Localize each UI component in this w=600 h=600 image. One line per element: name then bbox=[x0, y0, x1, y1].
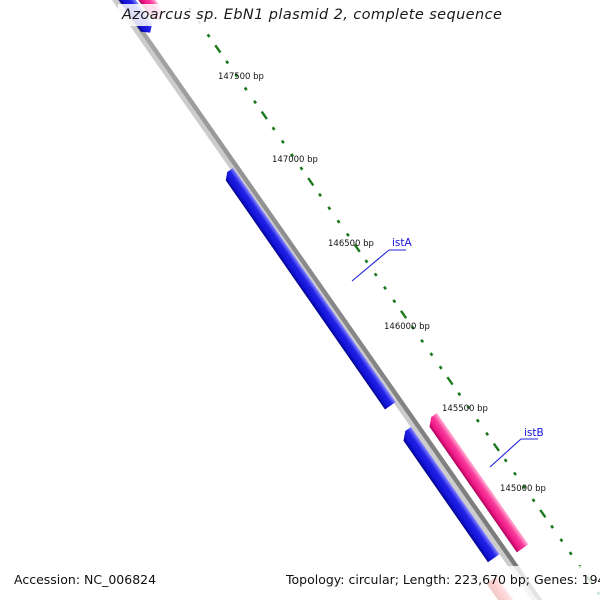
ruler-tick-minor bbox=[280, 139, 285, 144]
ruler-label: 145500 bp bbox=[442, 404, 488, 414]
backbone-line bbox=[117, 0, 543, 600]
topology-summary-text: Topology: circular; Length: 223,670 bp; … bbox=[286, 572, 600, 587]
ruler-tick-group bbox=[188, 7, 600, 596]
ruler-tick-minor bbox=[271, 126, 276, 131]
ruler-tick-major bbox=[307, 177, 315, 187]
ruler-tick-major bbox=[539, 509, 547, 518]
gene-leader-lines bbox=[351, 249, 538, 468]
sequence-title-band: Azoarcus sp. EbN1 plasmid 2, complete se… bbox=[118, 4, 502, 26]
ruler-tick-minor bbox=[559, 538, 564, 543]
ruler-tick-minor bbox=[512, 471, 517, 476]
ruler-tick-minor bbox=[290, 153, 295, 158]
gene-feature-istA[interactable] bbox=[222, 168, 396, 410]
genome-backbone[interactable] bbox=[111, 0, 544, 600]
ruler-tick-minor bbox=[457, 392, 462, 397]
page-title: Azoarcus sp. EbN1 plasmid 2, complete se… bbox=[122, 7, 503, 23]
ruler-tick-major bbox=[399, 310, 408, 319]
ruler-tick-major bbox=[353, 243, 361, 253]
ruler-tick-minor bbox=[345, 232, 350, 237]
ruler-tick-minor bbox=[383, 285, 387, 290]
ruler-tick-minor bbox=[373, 272, 378, 277]
ruler-tick-minor bbox=[410, 325, 415, 330]
ruler-tick-minor bbox=[485, 431, 490, 436]
gene-label-istB[interactable]: istB bbox=[524, 427, 544, 439]
ruler-tick-minor bbox=[550, 524, 555, 529]
ruler-tick-minor bbox=[234, 73, 239, 78]
ruler-label: 147000 bp bbox=[272, 155, 318, 165]
ruler-tick-minor bbox=[253, 99, 257, 105]
accession-text: Accession: NC_006824 bbox=[14, 572, 157, 587]
ruler-label: 147500 bp bbox=[218, 72, 264, 82]
ruler-tick-minor bbox=[568, 551, 573, 556]
ruler-tick-minor bbox=[522, 484, 527, 490]
ruler-tick-minor bbox=[429, 352, 434, 357]
ruler-label: 145000 bp bbox=[500, 484, 546, 494]
leader-line-istB bbox=[489, 438, 522, 468]
ruler-tick-minor bbox=[336, 219, 341, 224]
gene-feature-istA-continuation[interactable] bbox=[400, 427, 500, 563]
ruler-tick-major bbox=[446, 376, 454, 386]
ruler-tick-minor bbox=[475, 418, 480, 423]
leader-line-istA bbox=[351, 249, 390, 282]
ruler-tick-minor bbox=[327, 206, 332, 211]
ruler-tick-minor bbox=[466, 405, 471, 410]
ruler-tick-major bbox=[260, 110, 268, 120]
ruler-tick-major bbox=[492, 442, 500, 452]
ruler-tick-minor bbox=[420, 338, 425, 344]
gene-feature-istB[interactable] bbox=[426, 413, 529, 553]
status-bar bbox=[0, 566, 600, 600]
ruler-label: 146500 bp bbox=[328, 239, 374, 249]
ruler-tick-minor bbox=[438, 365, 443, 370]
ruler-label: 146000 bp bbox=[384, 322, 430, 332]
ruler-tick-minor bbox=[318, 192, 322, 198]
ruler-tick-major bbox=[214, 44, 222, 54]
ruler-tick-minor bbox=[364, 259, 369, 264]
ruler-tick-minor bbox=[243, 86, 248, 91]
ruler-tick-minor bbox=[206, 33, 211, 38]
backbone-shadow bbox=[111, 0, 541, 600]
ruler-tick-minor bbox=[299, 166, 304, 171]
ruler-tick-minor bbox=[503, 458, 508, 463]
gene-label-istA[interactable]: istA bbox=[392, 237, 412, 249]
ruler-tick-minor bbox=[392, 299, 397, 304]
ruler-tick-minor bbox=[225, 60, 230, 65]
ruler-tick-minor bbox=[531, 498, 536, 503]
